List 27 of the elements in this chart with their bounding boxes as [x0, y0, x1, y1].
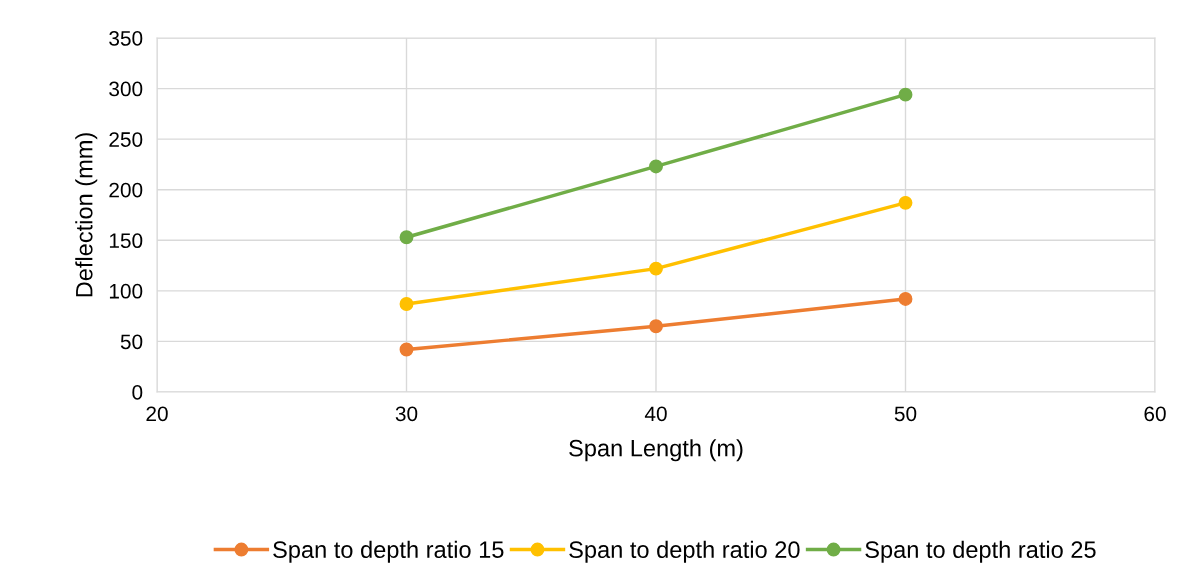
y-tick-label: 100 — [109, 283, 143, 299]
legend-label: Span to depth ratio 25 — [865, 540, 1096, 563]
x-tick-label: 60 — [1144, 406, 1166, 422]
point — [898, 87, 913, 102]
point — [399, 230, 414, 245]
x-tick-label: 20 — [146, 406, 168, 422]
legend-label: Span to depth ratio 15 — [273, 540, 504, 563]
legend-label: Span to depth ratio 20 — [569, 540, 800, 563]
y-axis-title: Deflection (mm) — [75, 133, 98, 297]
point — [898, 195, 913, 210]
y-tick-label: 250 — [109, 132, 143, 147]
point — [649, 159, 663, 174]
y-tick-label: 150 — [109, 233, 143, 249]
x-axis-title: Span Length (m) — [569, 439, 743, 462]
point — [399, 342, 414, 357]
x-tick-label: 40 — [644, 406, 667, 422]
x-tick-label: 50 — [894, 406, 917, 422]
y-tick-label: 300 — [109, 81, 143, 97]
y-tick-label: 50 — [120, 334, 143, 350]
point — [649, 261, 663, 276]
point — [649, 319, 663, 334]
x-tick-label: 30 — [395, 406, 418, 422]
point — [898, 292, 913, 306]
y-tick-label: 350 — [109, 31, 143, 46]
y-tick-label: 200 — [109, 182, 143, 198]
point — [399, 297, 414, 311]
y-tick-label: 0 — [132, 385, 143, 400]
